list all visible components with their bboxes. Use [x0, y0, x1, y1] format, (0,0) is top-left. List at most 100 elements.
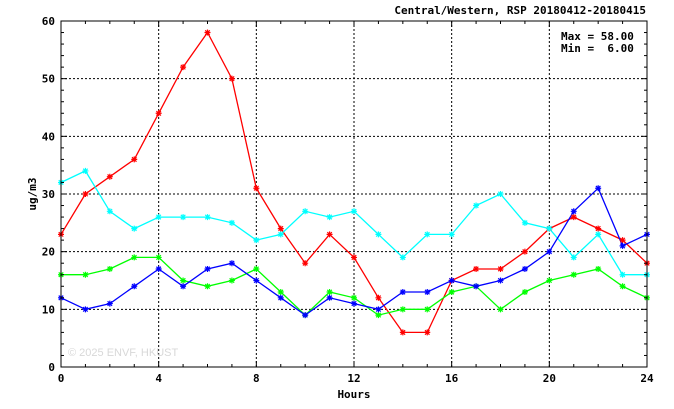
data-point [424, 289, 431, 296]
x-tick-label: 0 [58, 372, 65, 385]
data-point [253, 237, 260, 244]
stats-max: Max = 58.00 [561, 30, 634, 43]
data-point [82, 167, 89, 174]
data-point [473, 265, 480, 272]
data-point [302, 208, 309, 215]
x-tick-labels: 0 4 8 12 16 20 24 [58, 372, 654, 385]
data-point [546, 225, 553, 232]
data-point [570, 254, 577, 261]
x-axis-label: Hours [337, 388, 370, 401]
data-point [204, 283, 211, 290]
stats-min: Min = 6.00 [561, 42, 634, 55]
data-point [253, 277, 260, 284]
data-point [228, 260, 235, 267]
data-point [302, 312, 309, 319]
y-axis-label: ug/m3 [26, 177, 39, 210]
data-point [375, 294, 382, 301]
data-point [180, 283, 187, 290]
data-point [106, 265, 113, 272]
data-point [277, 231, 284, 238]
x-tick-label: 4 [155, 372, 162, 385]
data-point [424, 329, 431, 336]
y-tick-label: 50 [42, 73, 55, 86]
data-point [375, 312, 382, 319]
data-point [228, 219, 235, 226]
data-point [351, 254, 357, 261]
data-point [570, 271, 577, 278]
data-point [570, 208, 577, 215]
data-point [351, 208, 357, 215]
data-point [155, 265, 162, 272]
data-point [106, 208, 113, 215]
data-point [546, 248, 553, 255]
data-point [204, 265, 211, 272]
data-point [131, 156, 138, 163]
y-tick-label: 60 [42, 15, 55, 28]
data-point [595, 265, 602, 272]
x-tick-label: 12 [347, 372, 360, 385]
axis-ticks [60, 20, 648, 368]
y-tick-label: 20 [42, 246, 55, 259]
data-point [326, 294, 333, 301]
data-point [399, 306, 406, 313]
data-point [155, 254, 162, 261]
data-point [82, 191, 89, 197]
data-point [253, 185, 260, 192]
x-tick-label: 20 [543, 372, 556, 385]
stats-box [558, 29, 640, 55]
data-point [448, 289, 455, 296]
series-markers [58, 29, 650, 336]
data-point [253, 265, 260, 272]
data-point [619, 271, 626, 278]
data-point [82, 306, 89, 313]
data-point [619, 242, 626, 249]
data-point [228, 75, 235, 82]
data-point [619, 283, 626, 290]
data-point [570, 214, 577, 221]
data-point [326, 231, 333, 238]
data-point [180, 214, 187, 221]
data-point [521, 248, 528, 255]
y-tick-labels: 0 10 20 30 40 50 60 [42, 15, 55, 374]
data-point [277, 289, 284, 296]
data-point [326, 289, 333, 296]
data-point [106, 300, 113, 307]
data-point [399, 289, 406, 296]
data-point [497, 191, 504, 197]
y-tick-label: 30 [42, 188, 55, 201]
data-point [82, 271, 89, 278]
data-point [302, 260, 309, 267]
data-point [326, 214, 333, 221]
data-point [106, 173, 113, 180]
data-point [521, 265, 528, 272]
data-point [155, 214, 162, 221]
data-point [497, 277, 504, 284]
data-point [375, 306, 382, 313]
data-point [399, 254, 406, 261]
data-point [155, 110, 162, 117]
data-point [131, 225, 138, 232]
data-point [448, 277, 455, 284]
data-point [497, 306, 504, 313]
data-point [351, 300, 357, 307]
data-point [595, 185, 602, 192]
series-points-4 [58, 185, 650, 319]
data-point [180, 277, 187, 284]
data-point [595, 225, 602, 232]
data-point [204, 29, 211, 36]
data-point [131, 254, 138, 261]
x-tick-label: 8 [253, 372, 260, 385]
chart-title: Central/Western, RSP 20180412-20180415 [394, 4, 646, 17]
data-point [424, 231, 431, 238]
y-tick-label: 10 [42, 303, 55, 316]
watermark: © 2025 ENVF, HKUST [68, 347, 178, 359]
y-tick-label: 40 [42, 130, 55, 143]
data-point [473, 202, 480, 209]
data-point [228, 277, 235, 284]
data-point [521, 289, 528, 296]
data-point [180, 64, 187, 71]
data-point [473, 283, 480, 290]
y-tick-label: 0 [48, 361, 55, 374]
data-point [351, 294, 357, 301]
